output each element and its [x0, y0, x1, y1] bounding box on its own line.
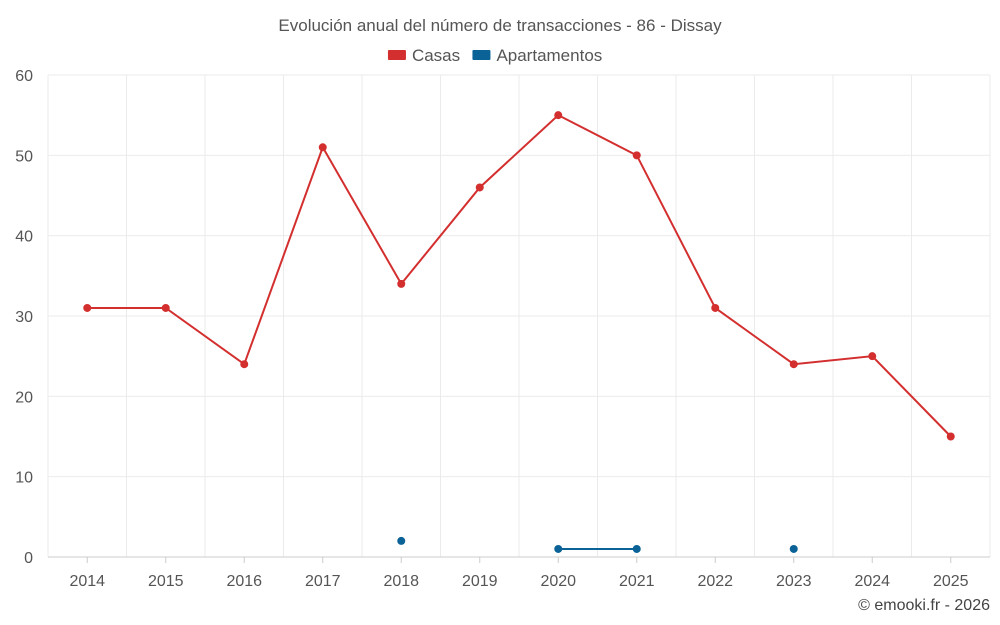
x-axis: 2014 2015 2016 2017 2018 2019 2020 2021 2022 2023…: [69, 557, 969, 590]
x-tick-label: 2021: [619, 573, 655, 590]
data-point-casas[interactable]: [868, 352, 877, 361]
data-point-casas[interactable]: [632, 151, 641, 160]
x-tick-label: 2018: [383, 573, 419, 590]
grid: [47, 74, 991, 558]
legend-label: Casas: [412, 46, 460, 65]
x-tick-label: 2015: [148, 573, 184, 590]
data-point-casas[interactable]: [711, 303, 720, 312]
y-tick-label: 30: [15, 309, 33, 326]
series-casas: [83, 111, 955, 441]
data-point-casas[interactable]: [789, 360, 798, 369]
x-tick-label: 2025: [933, 573, 969, 590]
y-tick-label: 20: [15, 389, 33, 406]
x-tick-label: 2023: [776, 573, 812, 590]
data-point-apartamentos[interactable]: [397, 536, 406, 545]
data-point-apartamentos[interactable]: [554, 544, 563, 553]
x-tick-label: 2022: [697, 573, 733, 590]
y-tick-label: 0: [24, 550, 33, 567]
data-point-casas[interactable]: [554, 111, 563, 120]
data-point-apartamentos[interactable]: [632, 544, 641, 553]
series-apartamentos: [397, 536, 798, 553]
data-point-casas[interactable]: [475, 183, 484, 192]
data-point-apartamentos[interactable]: [789, 544, 798, 553]
data-point-casas[interactable]: [83, 303, 92, 312]
data-point-casas[interactable]: [161, 303, 170, 312]
x-tick-label: 2024: [854, 573, 890, 590]
data-point-casas[interactable]: [240, 360, 249, 369]
x-tick-label: 2020: [540, 573, 576, 590]
y-tick-label: 60: [15, 68, 33, 85]
data-point-casas[interactable]: [318, 143, 327, 152]
legend: Casas Apartamentos: [387, 46, 602, 65]
chart-title: Evolución anual del número de transaccio…: [278, 16, 722, 35]
series-line-casas: [87, 113, 952, 438]
legend-label: Apartamentos: [496, 46, 602, 65]
legend-item-casas[interactable]: Casas: [387, 46, 460, 65]
series-layer: [83, 111, 955, 553]
credit-text: © emooki.fr - 2026: [858, 597, 990, 614]
data-point-casas[interactable]: [397, 279, 406, 288]
x-tick-label: 2019: [462, 573, 498, 590]
legend-swatch: [472, 50, 491, 60]
data-point-casas[interactable]: [946, 432, 955, 441]
legend-item-apartamentos[interactable]: Apartamentos: [472, 46, 602, 65]
x-tick-label: 2016: [226, 573, 262, 590]
legend-swatch: [387, 50, 406, 60]
x-tick-label: 2014: [69, 573, 105, 590]
y-tick-label: 50: [15, 148, 33, 165]
y-tick-label: 40: [15, 229, 33, 246]
y-axis: 0 10 20 30 40 50 60: [15, 68, 33, 567]
x-tick-label: 2017: [305, 573, 341, 590]
y-tick-label: 10: [15, 470, 33, 487]
